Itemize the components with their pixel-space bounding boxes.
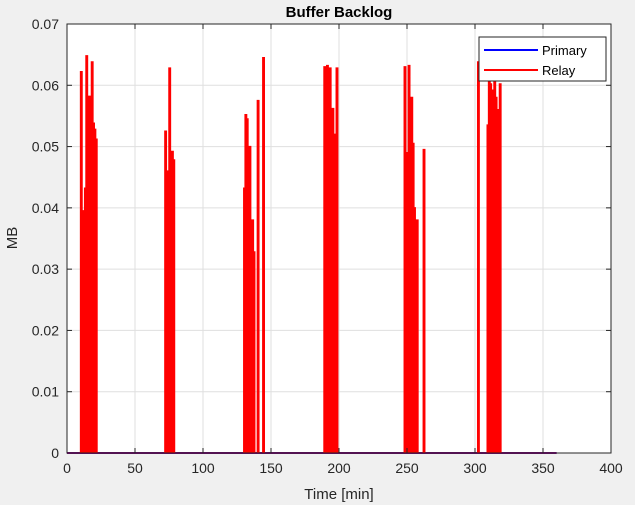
x-axis-label: Time [min] [304, 486, 373, 503]
x-tick-label: 0 [63, 460, 71, 476]
legend-entry-relay: Relay [542, 63, 576, 78]
y-tick-label: 0.03 [32, 261, 59, 277]
legend-box [478, 36, 607, 82]
legend[interactable]: Primary Relay [478, 36, 607, 82]
y-tick-label: 0.04 [32, 200, 59, 216]
chart-title: Buffer Backlog [286, 4, 393, 21]
y-tick-label: 0.06 [32, 77, 59, 93]
x-tick-label: 50 [127, 460, 143, 476]
y-tick-label: 0 [51, 445, 59, 461]
x-tick-label: 100 [191, 460, 215, 476]
y-tick-label: 0.07 [32, 16, 59, 32]
legend-entry-primary: Primary [542, 43, 587, 58]
x-tick-label: 150 [259, 460, 283, 476]
x-tick-label: 300 [463, 460, 487, 476]
y-axis-label: MB [4, 227, 21, 250]
x-tick-label: 250 [395, 460, 419, 476]
x-tick-label: 350 [531, 460, 555, 476]
y-tick-label: 0.02 [32, 322, 59, 338]
y-tick-label: 0.05 [32, 139, 59, 155]
axis-ticks: 0 50 100 150 200 250 300 350 400 0 0.01 0.02 0.03 0.0… [32, 16, 623, 476]
y-tick-label: 0.01 [32, 384, 59, 400]
x-tick-label: 400 [599, 460, 623, 476]
x-tick-label: 200 [327, 460, 351, 476]
